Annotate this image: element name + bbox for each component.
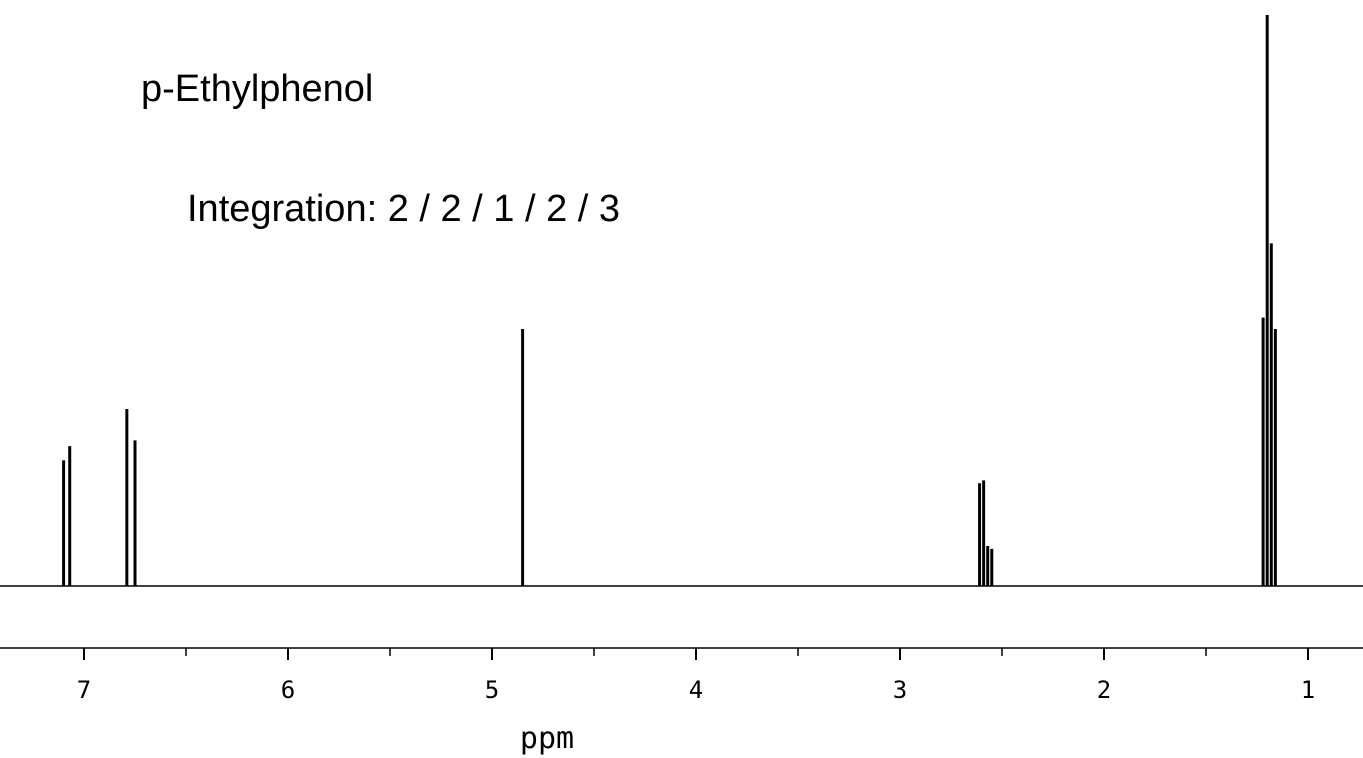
x-tick-label: 4 [689, 676, 703, 704]
x-tick-label: 3 [893, 676, 907, 704]
x-tick-label: 7 [77, 676, 91, 704]
x-tick-label: 2 [1097, 676, 1111, 704]
x-axis-tick-labels: 7 6 5 4 3 2 1 [77, 676, 1315, 704]
x-axis-ticks [84, 648, 1308, 660]
integration-annotation: Integration: 2 / 2 / 1 / 2 / 3 [187, 188, 620, 231]
x-tick-label: 6 [281, 676, 295, 704]
x-tick-label: 5 [485, 676, 499, 704]
x-axis-title: ppm [520, 721, 574, 756]
chart-title: p-Ethylphenol [141, 68, 373, 111]
x-tick-label: 1 [1301, 676, 1315, 704]
